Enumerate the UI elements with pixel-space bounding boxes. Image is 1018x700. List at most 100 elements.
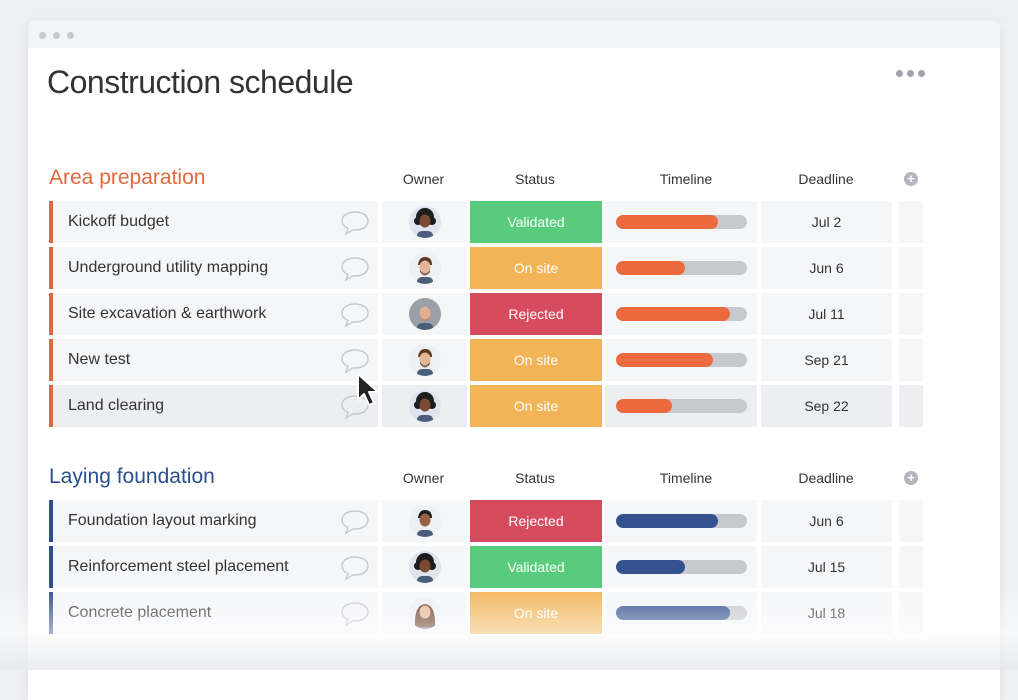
avatar-dark-hair-icon <box>409 505 441 537</box>
group-title[interactable]: Area preparation <box>49 166 206 189</box>
deadline-cell[interactable]: Sep 21 <box>761 339 892 381</box>
timeline-cell[interactable] <box>605 339 757 381</box>
deadline-cell[interactable]: Jul 11 <box>761 293 892 335</box>
timeline-cell[interactable] <box>605 247 757 289</box>
timeline-cell[interactable] <box>605 385 757 427</box>
timeline-cell[interactable] <box>605 201 757 243</box>
window-dot-icon <box>53 32 60 39</box>
comment-bubble-icon[interactable] <box>340 601 370 627</box>
table-row[interactable]: Reinforcement steel placement Validated … <box>49 546 923 588</box>
timeline-bar <box>616 514 747 528</box>
more-options-icon[interactable] <box>896 68 926 78</box>
task-cell[interactable]: Foundation layout marking <box>49 500 378 542</box>
owner-cell[interactable] <box>382 500 467 542</box>
comment-bubble-icon[interactable] <box>340 348 370 374</box>
column-header-deadline[interactable]: Deadline <box>798 171 854 187</box>
page-title: Construction schedule <box>47 64 354 100</box>
timeline-fill <box>616 307 730 321</box>
column-header-deadline[interactable]: Deadline <box>798 470 854 486</box>
owner-cell[interactable] <box>382 247 467 289</box>
owner-cell[interactable] <box>382 592 467 634</box>
row-end-cell <box>899 385 923 427</box>
task-name: Reinforcement steel placement <box>68 558 289 575</box>
timeline-bar <box>616 353 747 367</box>
column-header-owner[interactable]: Owner <box>402 171 445 187</box>
task-name: Underground utility mapping <box>68 259 269 276</box>
owner-cell[interactable] <box>382 201 467 243</box>
task-cell[interactable]: Reinforcement steel placement <box>49 546 378 588</box>
timeline-bar <box>616 307 747 321</box>
status-badge[interactable]: On site <box>470 339 602 381</box>
timeline-fill <box>616 399 672 413</box>
column-header-status[interactable]: Status <box>515 171 555 187</box>
table-row[interactable]: New test On site Sep 21 <box>49 339 923 381</box>
deadline-cell[interactable]: Jun 6 <box>761 500 892 542</box>
column-header-timeline[interactable]: Timeline <box>659 171 713 187</box>
owner-cell[interactable] <box>382 293 467 335</box>
task-cell[interactable]: Underground utility mapping <box>49 247 378 289</box>
timeline-bar <box>616 399 747 413</box>
row-end-cell <box>899 293 923 335</box>
timeline-fill <box>616 606 730 620</box>
window-dot-icon <box>39 32 46 39</box>
task-cell[interactable]: New test <box>49 339 378 381</box>
deadline-cell[interactable]: Jul 18 <box>761 592 892 634</box>
deadline-cell[interactable]: Sep 22 <box>761 385 892 427</box>
comment-bubble-icon[interactable] <box>340 210 370 236</box>
status-badge[interactable]: On site <box>470 592 602 634</box>
timeline-fill <box>616 353 713 367</box>
row-end-cell <box>899 500 923 542</box>
avatar-woman-icon <box>409 597 441 629</box>
deadline-cell[interactable]: Jul 15 <box>761 546 892 588</box>
row-end-cell <box>899 592 923 634</box>
column-header-status[interactable]: Status <box>515 470 555 486</box>
group-title[interactable]: Laying foundation <box>49 465 215 488</box>
avatar-bald-icon <box>409 298 441 330</box>
timeline-bar <box>616 215 747 229</box>
timeline-fill <box>616 215 718 229</box>
task-cell[interactable]: Concrete placement <box>49 592 378 634</box>
deadline-cell[interactable]: Jun 6 <box>761 247 892 289</box>
owner-cell[interactable] <box>382 385 467 427</box>
timeline-cell[interactable] <box>605 546 757 588</box>
status-badge[interactable]: Validated <box>470 201 602 243</box>
timeline-cell[interactable] <box>605 500 757 542</box>
table-row[interactable]: Foundation layout marking Rejected Jun 6 <box>49 500 923 542</box>
comment-bubble-icon[interactable] <box>340 555 370 581</box>
timeline-bar <box>616 560 747 574</box>
add-column-icon[interactable]: + <box>904 471 918 485</box>
status-badge[interactable]: Rejected <box>470 293 602 335</box>
timeline-bar <box>616 606 747 620</box>
task-cell[interactable]: Land clearing <box>49 385 378 427</box>
row-end-cell <box>899 247 923 289</box>
task-name: Land clearing <box>68 397 165 414</box>
owner-cell[interactable] <box>382 546 467 588</box>
task-cell[interactable]: Kickoff budget <box>49 201 378 243</box>
timeline-cell[interactable] <box>605 592 757 634</box>
status-badge[interactable]: Rejected <box>470 500 602 542</box>
status-badge[interactable]: Validated <box>470 546 602 588</box>
window-dot-icon <box>67 32 74 39</box>
status-badge[interactable]: On site <box>470 247 602 289</box>
table-row[interactable]: Land clearing On site Sep 22 <box>49 385 923 427</box>
status-badge[interactable]: On site <box>470 385 602 427</box>
comment-bubble-icon[interactable] <box>340 256 370 282</box>
comment-bubble-icon[interactable] <box>340 509 370 535</box>
avatar-curly-hair-icon <box>409 551 441 583</box>
owner-cell[interactable] <box>382 339 467 381</box>
deadline-cell[interactable]: Jul 2 <box>761 201 892 243</box>
add-column-icon[interactable]: + <box>904 172 918 186</box>
table-row[interactable]: Site excavation & earthwork Rejected Jul… <box>49 293 923 335</box>
avatar-beard-icon <box>409 344 441 376</box>
timeline-bar <box>616 261 747 275</box>
column-header-timeline[interactable]: Timeline <box>659 470 713 486</box>
table-row[interactable]: Kickoff budget Validated Jul 2 <box>49 201 923 243</box>
row-end-cell <box>899 201 923 243</box>
table-row[interactable]: Underground utility mapping On site Jun … <box>49 247 923 289</box>
task-name: Concrete placement <box>68 604 212 621</box>
comment-bubble-icon[interactable] <box>340 302 370 328</box>
task-cell[interactable]: Site excavation & earthwork <box>49 293 378 335</box>
column-header-owner[interactable]: Owner <box>402 470 445 486</box>
timeline-cell[interactable] <box>605 293 757 335</box>
table-row[interactable]: Concrete placement On site Jul 18 <box>49 592 923 634</box>
